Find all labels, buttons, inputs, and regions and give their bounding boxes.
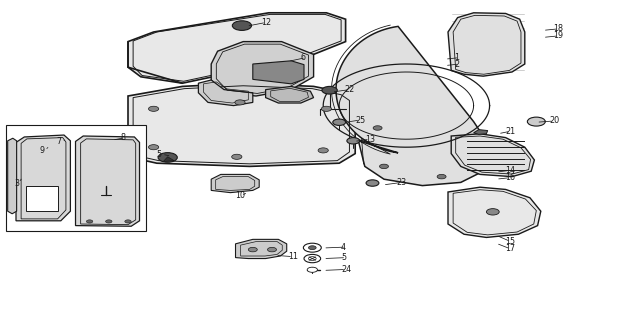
Text: 3: 3 bbox=[14, 179, 19, 188]
Circle shape bbox=[268, 247, 276, 252]
Text: 15: 15 bbox=[506, 237, 516, 246]
Circle shape bbox=[373, 126, 382, 130]
Text: 2: 2 bbox=[454, 60, 460, 68]
Circle shape bbox=[248, 247, 257, 252]
Circle shape bbox=[333, 119, 346, 125]
Text: 19: 19 bbox=[554, 31, 564, 40]
Circle shape bbox=[308, 257, 316, 260]
Polygon shape bbox=[163, 157, 174, 162]
Polygon shape bbox=[76, 136, 140, 226]
Text: 18: 18 bbox=[554, 24, 564, 33]
Polygon shape bbox=[211, 174, 259, 193]
Circle shape bbox=[527, 117, 545, 126]
Text: 6: 6 bbox=[301, 53, 306, 62]
Circle shape bbox=[322, 86, 337, 94]
Polygon shape bbox=[128, 13, 346, 83]
Circle shape bbox=[366, 180, 379, 186]
Polygon shape bbox=[451, 134, 534, 177]
Text: 23: 23 bbox=[397, 178, 407, 187]
Circle shape bbox=[380, 164, 388, 169]
Circle shape bbox=[158, 153, 177, 162]
Text: 4: 4 bbox=[341, 243, 346, 252]
Text: 7: 7 bbox=[56, 137, 61, 146]
Text: 16: 16 bbox=[506, 173, 516, 182]
Text: 11: 11 bbox=[288, 252, 298, 261]
Circle shape bbox=[304, 254, 321, 263]
Circle shape bbox=[106, 220, 112, 223]
Circle shape bbox=[148, 145, 159, 150]
Polygon shape bbox=[8, 138, 17, 214]
Text: 12: 12 bbox=[261, 18, 271, 27]
Circle shape bbox=[308, 246, 316, 250]
Circle shape bbox=[232, 21, 252, 30]
Polygon shape bbox=[474, 130, 488, 134]
Bar bbox=[6, 125, 146, 231]
Text: 20: 20 bbox=[549, 116, 559, 125]
Circle shape bbox=[307, 267, 317, 272]
Text: 14: 14 bbox=[506, 166, 516, 175]
Text: 24: 24 bbox=[341, 265, 351, 274]
Circle shape bbox=[232, 154, 242, 159]
Text: 5: 5 bbox=[157, 150, 162, 159]
Polygon shape bbox=[336, 26, 486, 186]
Circle shape bbox=[318, 148, 328, 153]
Polygon shape bbox=[253, 61, 304, 84]
Text: 13: 13 bbox=[365, 135, 375, 144]
Text: 17: 17 bbox=[506, 244, 516, 253]
Polygon shape bbox=[211, 42, 314, 96]
Text: 25: 25 bbox=[355, 116, 365, 124]
Text: 5: 5 bbox=[341, 253, 346, 262]
Text: 10: 10 bbox=[236, 191, 246, 200]
Text: 8: 8 bbox=[120, 133, 125, 142]
Polygon shape bbox=[448, 187, 541, 237]
Circle shape bbox=[235, 100, 245, 105]
Polygon shape bbox=[16, 135, 70, 221]
Circle shape bbox=[125, 220, 131, 223]
Circle shape bbox=[303, 243, 321, 252]
Text: 9: 9 bbox=[40, 146, 45, 155]
Polygon shape bbox=[448, 13, 525, 76]
Circle shape bbox=[321, 106, 332, 111]
Circle shape bbox=[148, 106, 159, 111]
Polygon shape bbox=[236, 239, 287, 259]
Text: 22: 22 bbox=[344, 85, 355, 94]
Polygon shape bbox=[128, 83, 355, 166]
Text: 21: 21 bbox=[506, 127, 516, 136]
Circle shape bbox=[86, 220, 93, 223]
Circle shape bbox=[347, 138, 360, 144]
Polygon shape bbox=[198, 80, 253, 106]
Polygon shape bbox=[266, 86, 314, 103]
Text: 1: 1 bbox=[454, 53, 460, 62]
Circle shape bbox=[437, 174, 446, 179]
Polygon shape bbox=[26, 186, 58, 211]
Circle shape bbox=[486, 209, 499, 215]
